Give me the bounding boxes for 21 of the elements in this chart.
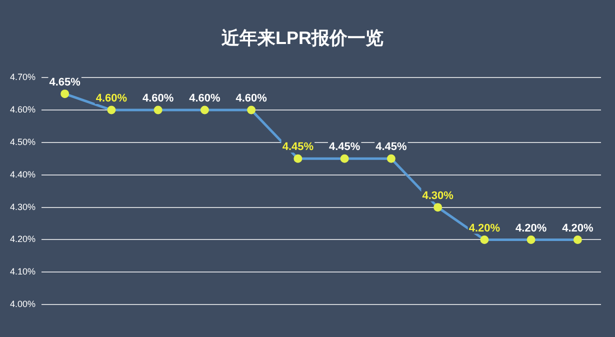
data-label: 4.60%: [142, 92, 174, 105]
data-label: 4.60%: [236, 92, 268, 105]
data-label: 4.20%: [515, 222, 547, 234]
y-tick-label: 4.30%: [10, 202, 36, 212]
y-tick-label: 4.70%: [10, 72, 36, 82]
y-tick-label: 4.00%: [10, 299, 36, 310]
data-label: 4.60%: [189, 92, 221, 105]
y-tick-label: 4.10%: [10, 266, 36, 277]
data-label: 4.45%: [282, 141, 314, 154]
data-label: 4.65%: [49, 76, 81, 88]
data-label: 4.60%: [96, 92, 128, 105]
data-label: 4.45%: [376, 141, 407, 154]
data-label: 4.45%: [328, 141, 360, 154]
y-tick-label: 4.40%: [10, 169, 36, 180]
y-tick-label: 4.50%: [10, 136, 36, 147]
chart-title: 近年来LPR报价一览: [220, 28, 384, 48]
y-tick-label: 4.60%: [10, 104, 36, 115]
data-label: 4.20%: [468, 222, 500, 234]
data-label: 4.30%: [422, 190, 454, 202]
data-label: 4.20%: [562, 222, 594, 234]
y-tick-label: 4.20%: [10, 234, 36, 244]
